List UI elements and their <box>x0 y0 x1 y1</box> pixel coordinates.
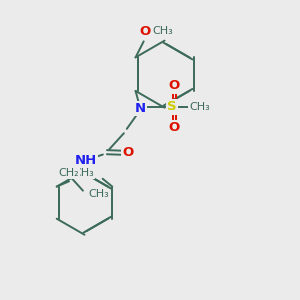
Text: O: O <box>169 122 180 134</box>
Text: O: O <box>169 80 180 92</box>
Text: CH₃: CH₃ <box>189 102 210 112</box>
Text: CH₂: CH₂ <box>58 168 79 178</box>
Text: O: O <box>122 146 134 159</box>
Text: CH₃: CH₃ <box>152 26 173 36</box>
Text: CH₃: CH₃ <box>88 189 109 199</box>
Text: S: S <box>167 100 177 113</box>
Text: O: O <box>139 25 150 38</box>
Text: NH: NH <box>75 154 97 167</box>
Text: N: N <box>134 102 146 115</box>
Text: CH₃: CH₃ <box>73 169 94 178</box>
